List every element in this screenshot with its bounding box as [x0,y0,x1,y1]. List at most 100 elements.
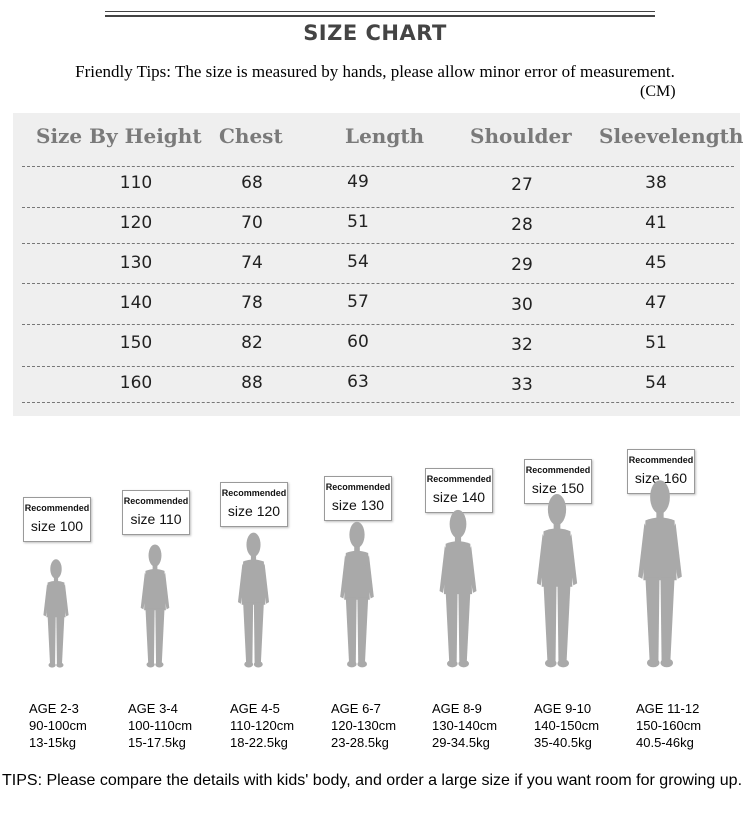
recommended-label: Recommended [628,455,694,465]
age-info: AGE 9-10 140-150cm 35-40.5kg [534,700,644,751]
recommended-label: Recommended [123,496,189,506]
recommended-label: Recommended [426,474,492,484]
table-cell: 51 [347,212,369,232]
table-cell: 63 [347,372,369,392]
page-title: SIZE CHART [303,21,447,45]
child-silhouette-icon [436,508,480,673]
top-rule-thick [105,15,655,17]
table-cell: 88 [241,373,263,393]
age-info: AGE 6-7 120-130cm 23-28.5kg [331,700,441,751]
table-cell: 47 [645,293,667,313]
recommended-size-box: Recommended size 100 [23,497,91,542]
table-cell: 38 [645,173,667,193]
table-cell: 130 [119,253,153,273]
table-cell: 51 [645,333,667,353]
age-info-height: 90-100cm [29,718,87,733]
row-divider [22,283,734,284]
recommended-size: size 140 [432,489,486,505]
column-header-chest: Chest [219,124,283,148]
age-info-height: 130-140cm [432,718,498,733]
row-divider [22,166,734,167]
size-table [13,113,740,416]
table-cell: 110 [119,173,153,193]
table-cell: 28 [511,215,533,235]
recommended-size-box: Recommended size 110 [122,490,190,535]
recommended-size: size 110 [130,511,182,527]
table-cell: 41 [645,213,667,233]
table-cell: 32 [511,335,533,355]
table-cell: 70 [241,213,263,233]
column-header-length: Length [345,124,425,148]
friendly-tips: Friendly Tips: The size is measured by h… [75,62,675,81]
age-info-weight: 18-22.5kg [230,735,288,750]
recommended-label: Recommended [24,503,90,513]
age-info-age: AGE 3-4 [128,701,178,716]
table-cell: 74 [241,253,263,273]
age-info: AGE 3-4 100-110cm 15-17.5kg [128,700,238,751]
age-info-weight: 23-28.5kg [331,735,389,750]
table-cell: 30 [511,295,533,315]
table-cell: 57 [347,292,369,312]
child-silhouette-icon [533,492,581,673]
age-info-age: AGE 2-3 [29,701,79,716]
age-info-age: AGE 11-12 [636,701,700,716]
footer-tips: TIPS: Please compare the details with ki… [2,772,743,789]
recommended-label: Recommended [221,488,287,498]
table-cell: 45 [645,253,667,273]
age-info-height: 150-160cm [636,718,702,733]
column-header-sleevelength: Sleevelength [599,124,744,148]
recommended-size: size 120 [227,503,281,519]
age-info: AGE 11-12 150-160cm 40.5-46kg [636,700,746,751]
row-divider [22,366,734,367]
age-info-weight: 13-15kg [29,735,76,750]
recommended-label: Recommended [325,482,391,492]
table-cell: 49 [347,172,369,192]
recommended-size: size 150 [531,480,585,496]
top-rule [105,11,655,12]
age-info-height: 110-120cm [230,718,295,733]
table-cell: 33 [511,375,533,395]
unit-label: (CM) [640,83,676,100]
row-divider [22,324,734,325]
child-silhouette-icon [138,543,172,673]
recommended-size-box: Recommended size 130 [324,476,392,521]
recommended-size-box: Recommended size 120 [220,482,288,527]
row-divider [22,207,734,208]
age-info-weight: 29-34.5kg [432,735,490,750]
age-info-height: 100-110cm [128,718,193,733]
age-info-age: AGE 6-7 [331,701,381,716]
table-cell: 29 [511,255,533,275]
recommended-size: size 130 [331,497,385,513]
row-divider [22,243,734,244]
table-cell: 150 [119,333,153,353]
age-info-age: AGE 9-10 [534,701,592,716]
table-cell: 60 [347,332,369,352]
age-info-age: AGE 4-5 [230,701,280,716]
recommended-size-box: Recommended size 140 [425,468,493,513]
column-header-shoulder: Shoulder [470,124,572,148]
table-cell: 120 [119,213,153,233]
age-info-age: AGE 8-9 [432,701,482,716]
child-silhouette-icon [634,478,686,673]
table-cell: 78 [241,293,263,313]
age-info: AGE 8-9 130-140cm 29-34.5kg [432,700,542,751]
column-header-height: Size By Height [36,124,202,148]
recommended-size: size 100 [30,518,84,534]
table-cell: 27 [511,175,533,195]
table-cell: 140 [119,293,153,313]
row-divider [22,402,734,403]
age-info-weight: 15-17.5kg [128,735,186,750]
recommended-label: Recommended [525,465,591,475]
age-info: AGE 2-3 90-100cm 13-15kg [29,700,139,751]
table-cell: 54 [347,252,369,272]
child-silhouette-icon [235,531,272,673]
age-info-height: 140-150cm [534,718,600,733]
table-cell: 82 [241,333,263,353]
child-silhouette-icon [41,558,71,673]
age-info-weight: 35-40.5kg [534,735,592,750]
table-cell: 160 [119,373,153,393]
recommended-size: size 160 [634,470,688,486]
table-cell: 54 [645,373,667,393]
age-info-height: 120-130cm [331,718,397,733]
child-silhouette-icon [337,520,377,673]
